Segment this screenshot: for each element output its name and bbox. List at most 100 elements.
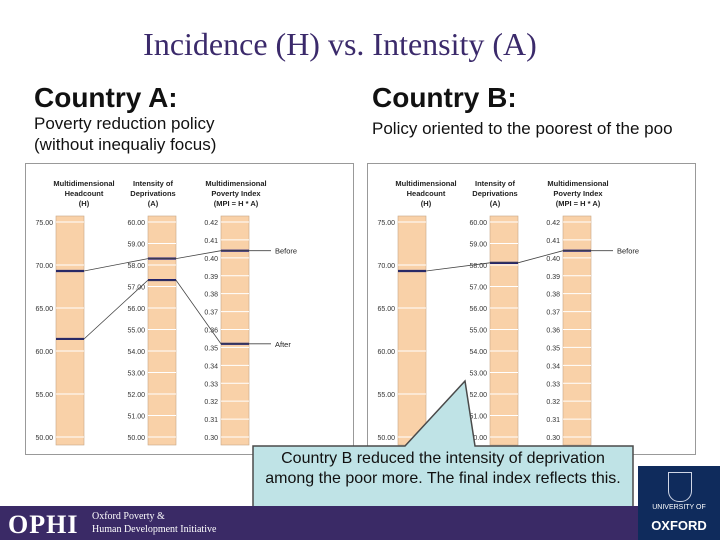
country-a-col3-tick-label: 0.34 bbox=[204, 363, 218, 370]
country-b-col1-tick-label: 75.00 bbox=[377, 220, 395, 227]
country-a-col2-tick-label: 59.00 bbox=[127, 242, 145, 249]
country-b-col1-header-line2: Headcount bbox=[407, 189, 446, 198]
country-a-col3-tick-label: 0.40 bbox=[204, 256, 218, 263]
country-b-col3-tick-label: 0.36 bbox=[546, 328, 560, 335]
country-a-col3-tick-label: 0.30 bbox=[204, 435, 218, 442]
country-a-desc-line1: Poverty reduction policy bbox=[34, 114, 215, 133]
country-b-col2-tick-label: 54.00 bbox=[469, 349, 487, 356]
country-b-col1-tick-label: 60.00 bbox=[377, 349, 395, 356]
country-b-col3-tick-label: 0.31 bbox=[546, 417, 560, 424]
country-a-col3-tick-label: 0.38 bbox=[204, 292, 218, 299]
country-a-col2-tick-label: 52.00 bbox=[127, 392, 145, 399]
country-b-before-label: Before bbox=[617, 247, 639, 256]
country-b-col2-header-line1: Intensity of bbox=[475, 179, 516, 188]
country-a-col2-tick-label: 50.00 bbox=[127, 435, 145, 442]
country-a-col1-header-line1: Multidimensional bbox=[53, 179, 114, 188]
country-b-col1-header-line3: (H) bbox=[421, 199, 432, 208]
callout-text: Country B reduced the intensity of depri… bbox=[265, 450, 621, 487]
country-a-col3-tick-label: 0.37 bbox=[204, 310, 218, 317]
oxford-logo: UNIVERSITY OF OXFORD bbox=[638, 466, 720, 540]
oxford-name: OXFORD bbox=[651, 518, 707, 533]
country-a-col1-tick-label: 50.00 bbox=[35, 435, 53, 442]
country-a-col2-header-line3: (A) bbox=[148, 199, 159, 208]
country-b-col3-header-line3: (MPI = H * A) bbox=[556, 199, 601, 208]
country-a-after-line bbox=[56, 279, 249, 345]
country-a-col3-tick-label: 0.42 bbox=[204, 220, 218, 227]
country-a-col1-tick-label: 70.00 bbox=[35, 263, 53, 270]
country-a-col1-tick-label: 55.00 bbox=[35, 392, 53, 399]
country-b-col1-bar bbox=[397, 215, 427, 446]
ophi-subtitle-line2: Human Development Initiative bbox=[92, 524, 217, 535]
country-b-col3-tick-label: 0.34 bbox=[546, 363, 560, 370]
country-a-col1-header-line2: Headcount bbox=[65, 189, 104, 198]
footer-bar: OPHI Oxford Poverty & Human Development … bbox=[0, 506, 720, 540]
country-a-col2-tick-label: 57.00 bbox=[127, 285, 145, 292]
country-a-col3-tick-label: 0.32 bbox=[204, 399, 218, 406]
country-b-col2-tick-label: 58.00 bbox=[469, 263, 487, 270]
country-a-col3-tick-label: 0.39 bbox=[204, 274, 218, 281]
country-a-col1-tick-label: 60.00 bbox=[35, 349, 53, 356]
country-b-col2-tick-label: 60.00 bbox=[469, 220, 487, 227]
ophi-logo: OPHI bbox=[8, 510, 79, 539]
country-a-col2-tick-label: 56.00 bbox=[127, 306, 145, 313]
country-a-col3-header-line2: Poverty Index bbox=[211, 189, 261, 198]
country-a-desc-line2: (without inequaliy focus) bbox=[34, 135, 217, 154]
country-a-col3-tick-label: 0.36 bbox=[204, 328, 218, 335]
country-a-col2-tick-label: 55.00 bbox=[127, 328, 145, 335]
country-a-col3-tick-label: 0.33 bbox=[204, 381, 218, 388]
country-b-col1-tick-label: 50.00 bbox=[377, 435, 395, 442]
ophi-subtitle: Oxford Poverty & Human Development Initi… bbox=[92, 510, 216, 536]
country-a-before-label: Before bbox=[275, 247, 297, 256]
country-b-col2-tick-label: 57.00 bbox=[469, 285, 487, 292]
country-b-col3-header-line2: Poverty Index bbox=[553, 189, 603, 198]
country-a-col2-tick-label: 58.00 bbox=[127, 263, 145, 270]
country-b-col3-tick-label: 0.37 bbox=[546, 310, 560, 317]
country-b-col1-tick-label: 55.00 bbox=[377, 392, 395, 399]
country-a-col2-tick-label: 53.00 bbox=[127, 371, 145, 378]
country-b-col3-tick-label: 0.41 bbox=[546, 238, 560, 245]
country-b-col2-tick-label: 56.00 bbox=[469, 306, 487, 313]
country-b-col2-tick-label: 53.00 bbox=[469, 371, 487, 378]
country-a-col2-header-line1: Intensity of bbox=[133, 179, 174, 188]
country-a-col3-header-line1: Multidimensional bbox=[205, 179, 266, 188]
country-b-col3-tick-label: 0.42 bbox=[546, 220, 560, 227]
country-b-before-line bbox=[398, 250, 591, 272]
country-a-chart: MultidimensionalHeadcount(H)75.0070.0065… bbox=[35, 179, 297, 446]
country-b-col2-tick-label: 51.00 bbox=[469, 414, 487, 421]
country-a-col1-header-line3: (H) bbox=[79, 199, 90, 208]
country-b-col3-tick-label: 0.39 bbox=[546, 274, 560, 281]
country-a-col1-bar bbox=[55, 215, 85, 446]
country-a-col3-tick-label: 0.35 bbox=[204, 345, 218, 352]
country-b-col2-tick-label: 59.00 bbox=[469, 242, 487, 249]
country-b-col3-tick-label: 0.38 bbox=[546, 292, 560, 299]
country-a-col1-tick-label: 75.00 bbox=[35, 220, 53, 227]
country-b-col1-tick-label: 70.00 bbox=[377, 263, 395, 270]
country-b-col3-tick-label: 0.32 bbox=[546, 399, 560, 406]
slide-title: Incidence (H) vs. Intensity (A) bbox=[143, 26, 537, 62]
country-b-col3-tick-label: 0.40 bbox=[546, 256, 560, 263]
country-a-col2-tick-label: 54.00 bbox=[127, 349, 145, 356]
country-b-col2-tick-label: 50.00 bbox=[469, 435, 487, 442]
country-b-col1-tick-label: 65.00 bbox=[377, 306, 395, 313]
country-b-col2-bar bbox=[489, 215, 519, 446]
country-a-col3-tick-label: 0.41 bbox=[204, 238, 218, 245]
country-b-col2-tick-label: 52.00 bbox=[469, 392, 487, 399]
country-a-chart-panel: Multidimensional Headcount (H) 75.00 70.00 65… bbox=[25, 163, 354, 455]
oxford-crest-icon bbox=[668, 472, 692, 502]
country-a-col3-tick-label: 0.31 bbox=[204, 417, 218, 424]
country-b-col2-tick-label: 55.00 bbox=[469, 328, 487, 335]
country-a-col2-bar bbox=[147, 215, 177, 446]
country-b-col3-tick-label: 0.33 bbox=[546, 381, 560, 388]
country-a-col1-tick-label: 65.00 bbox=[35, 306, 53, 313]
country-a-after-label: After bbox=[275, 340, 291, 349]
country-b-col2-header-line3: (A) bbox=[490, 199, 501, 208]
country-a-heading: Country A: bbox=[34, 82, 178, 113]
country-a-col3-bar bbox=[220, 215, 250, 446]
country-a-col2-tick-label: 51.00 bbox=[127, 414, 145, 421]
ophi-subtitle-line1: Oxford Poverty & bbox=[92, 511, 165, 522]
country-a-col2-header-line2: Deprivations bbox=[130, 189, 175, 198]
country-b-col1-header-line1: Multidimensional bbox=[395, 179, 456, 188]
country-b-col3-tick-label: 0.30 bbox=[546, 435, 560, 442]
country-a-description: Poverty reduction policy (without inequa… bbox=[34, 113, 216, 155]
